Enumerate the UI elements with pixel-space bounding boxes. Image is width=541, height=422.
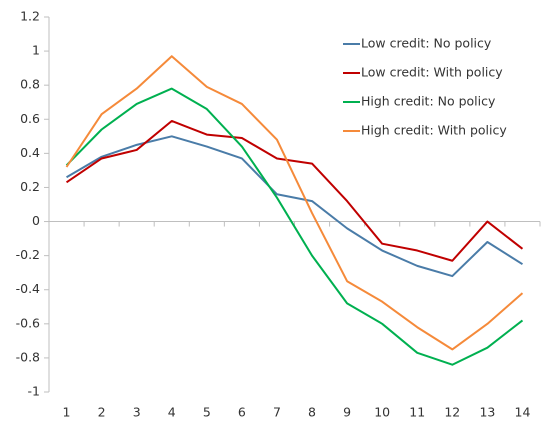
x-tick-label: 11	[409, 405, 425, 420]
x-tick-label: 14	[515, 405, 531, 420]
x-tick-label: 12	[444, 405, 460, 420]
x-tick-label: 9	[343, 405, 351, 420]
y-tick-label: 1.2	[20, 9, 40, 24]
legend-label: High credit: No policy	[361, 94, 496, 109]
legend-label: Low credit: With policy	[361, 65, 503, 80]
x-tick-label: 3	[133, 405, 141, 420]
x-tick-label: 8	[308, 405, 316, 420]
x-tick-label: 5	[203, 405, 211, 420]
y-tick-label: 1	[32, 43, 40, 58]
y-tick-label: -0.4	[16, 281, 40, 296]
line-series	[65, 87, 524, 366]
x-tick-label: 10	[374, 405, 390, 420]
y-tick-label: 0	[32, 213, 40, 228]
y-tick-label: 0.6	[20, 111, 40, 126]
x-tick-label: 2	[98, 405, 106, 420]
x-tick-label: 4	[168, 405, 176, 420]
y-tick-label: 0.2	[20, 179, 40, 194]
line-series	[66, 135, 523, 278]
legend-label: High credit: With policy	[361, 123, 507, 138]
y-tick-label: -0.2	[16, 247, 40, 262]
y-tick-label: -1	[28, 384, 40, 399]
x-tick-label: 13	[479, 405, 495, 420]
line-series	[65, 55, 524, 351]
y-tick-label: 0.8	[20, 77, 40, 92]
x-tick-label: 1	[63, 405, 71, 420]
x-tick-label: 7	[273, 405, 281, 420]
line-series	[65, 119, 524, 262]
y-tick-label: 0.4	[20, 145, 40, 160]
y-tick-label: -0.6	[16, 315, 40, 330]
legend-label: Low credit: No policy	[361, 36, 492, 51]
x-tick-label: 6	[238, 405, 246, 420]
y-tick-label: -0.8	[16, 349, 40, 364]
